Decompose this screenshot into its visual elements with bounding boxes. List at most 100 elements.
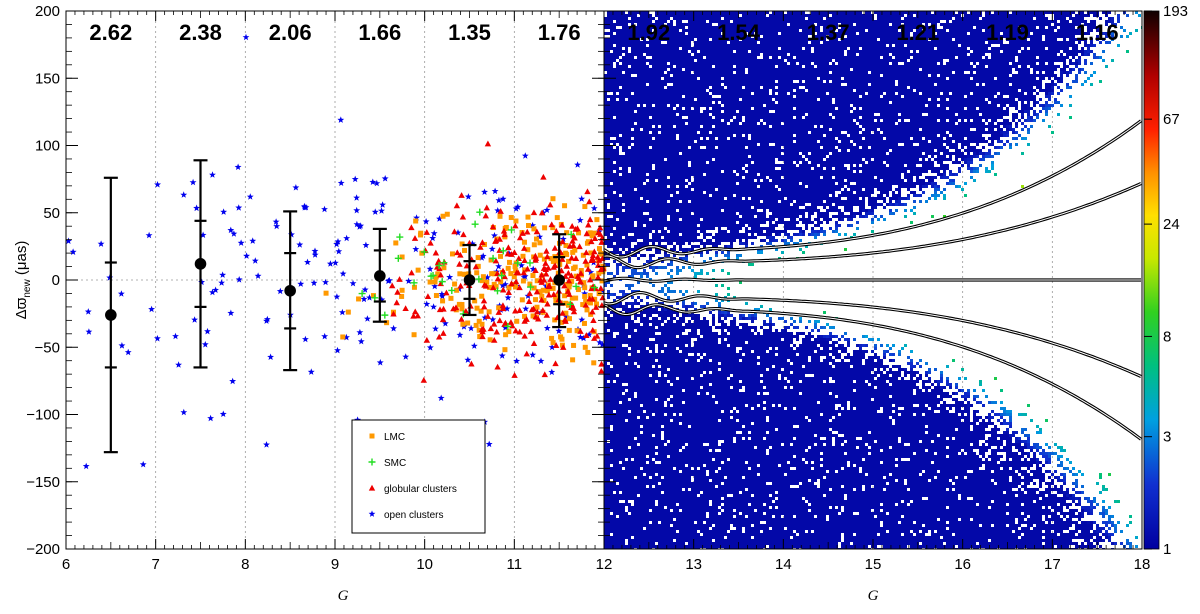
density-cell [607, 122, 610, 125]
density-cell [688, 476, 691, 479]
density-cell [682, 434, 685, 437]
density-cell [682, 398, 685, 401]
density-cell [700, 212, 703, 215]
density-cell [631, 356, 634, 359]
density-cell [670, 533, 673, 536]
density-cell [667, 434, 670, 437]
density-cell [610, 458, 613, 461]
density-cell [607, 314, 610, 317]
density-cell [685, 497, 688, 500]
density-cell [679, 473, 682, 476]
density-cell [685, 224, 688, 227]
density-cell [634, 386, 637, 389]
density-cell [685, 389, 688, 392]
density-cell [682, 242, 685, 245]
density-cell [652, 146, 655, 149]
density-cell [685, 170, 688, 173]
density-cell [619, 497, 622, 500]
density-cell [691, 485, 694, 488]
density-cell [676, 515, 679, 518]
density-cell [607, 182, 610, 185]
density-cell [682, 362, 685, 365]
density-cell [670, 341, 673, 344]
density-cell [634, 446, 637, 449]
density-cell [664, 437, 667, 440]
density-cell [634, 89, 637, 92]
density-cell [643, 485, 646, 488]
density-cell [646, 509, 649, 512]
density-cell [637, 359, 640, 362]
density-cell [655, 74, 658, 77]
density-cell [688, 104, 691, 107]
density-cell [628, 341, 631, 344]
density-cell [673, 464, 676, 467]
density-cell [646, 98, 649, 101]
density-cell [622, 125, 625, 128]
density-cell [646, 377, 649, 380]
density-cell [682, 143, 685, 146]
density-cell [697, 161, 700, 164]
density-cell [637, 338, 640, 341]
density-cell [664, 383, 667, 386]
density-cell [679, 347, 682, 350]
density-cell [664, 266, 667, 269]
density-cell [646, 446, 649, 449]
density-cell [676, 47, 679, 50]
density-cell [670, 218, 673, 221]
density-cell [691, 224, 694, 227]
density-cell [637, 230, 640, 233]
density-cell [640, 347, 643, 350]
density-cell [613, 473, 616, 476]
density-cell [667, 374, 670, 377]
density-cell [634, 533, 637, 536]
density-cell [628, 368, 631, 371]
density-cell [688, 137, 691, 140]
density-cell [643, 470, 646, 473]
density-cell [685, 356, 688, 359]
density-cell [646, 464, 649, 467]
density-cell [688, 458, 691, 461]
density-cell [637, 140, 640, 143]
density-cell [640, 437, 643, 440]
density-cell [697, 515, 700, 518]
density-cell [634, 428, 637, 431]
density-cell [652, 404, 655, 407]
density-cell [658, 107, 661, 110]
density-cell [652, 62, 655, 65]
density-cell [691, 395, 694, 398]
density-cell [685, 290, 688, 293]
density-cell [682, 176, 685, 179]
density-cell [643, 215, 646, 218]
density-cell [610, 155, 613, 158]
density-cell [643, 203, 646, 206]
density-cell [670, 32, 673, 35]
density-cell [640, 92, 643, 95]
density-cell [679, 518, 682, 521]
density-cell [610, 14, 613, 17]
density-cell [679, 524, 682, 527]
density-cell [676, 203, 679, 206]
density-cell [688, 479, 691, 482]
density-cell [652, 188, 655, 191]
density-cell [679, 68, 682, 71]
density-cell [685, 482, 688, 485]
density-cell [649, 173, 652, 176]
density-cell [616, 428, 619, 431]
density-cell [691, 29, 694, 32]
density-cell [643, 329, 646, 332]
density-cell [676, 32, 679, 35]
density-cell [700, 371, 703, 374]
density-cell [670, 86, 673, 89]
density-cell [679, 512, 682, 515]
density-cell [676, 269, 679, 272]
density-cell [610, 443, 613, 446]
density-cell [625, 140, 628, 143]
density-cell [637, 101, 640, 104]
density-cell [691, 500, 694, 503]
density-cell [649, 119, 652, 122]
density-cell [676, 116, 679, 119]
density-cell [646, 191, 649, 194]
density-cell [646, 89, 649, 92]
density-cell [616, 473, 619, 476]
density-cell [694, 68, 697, 71]
